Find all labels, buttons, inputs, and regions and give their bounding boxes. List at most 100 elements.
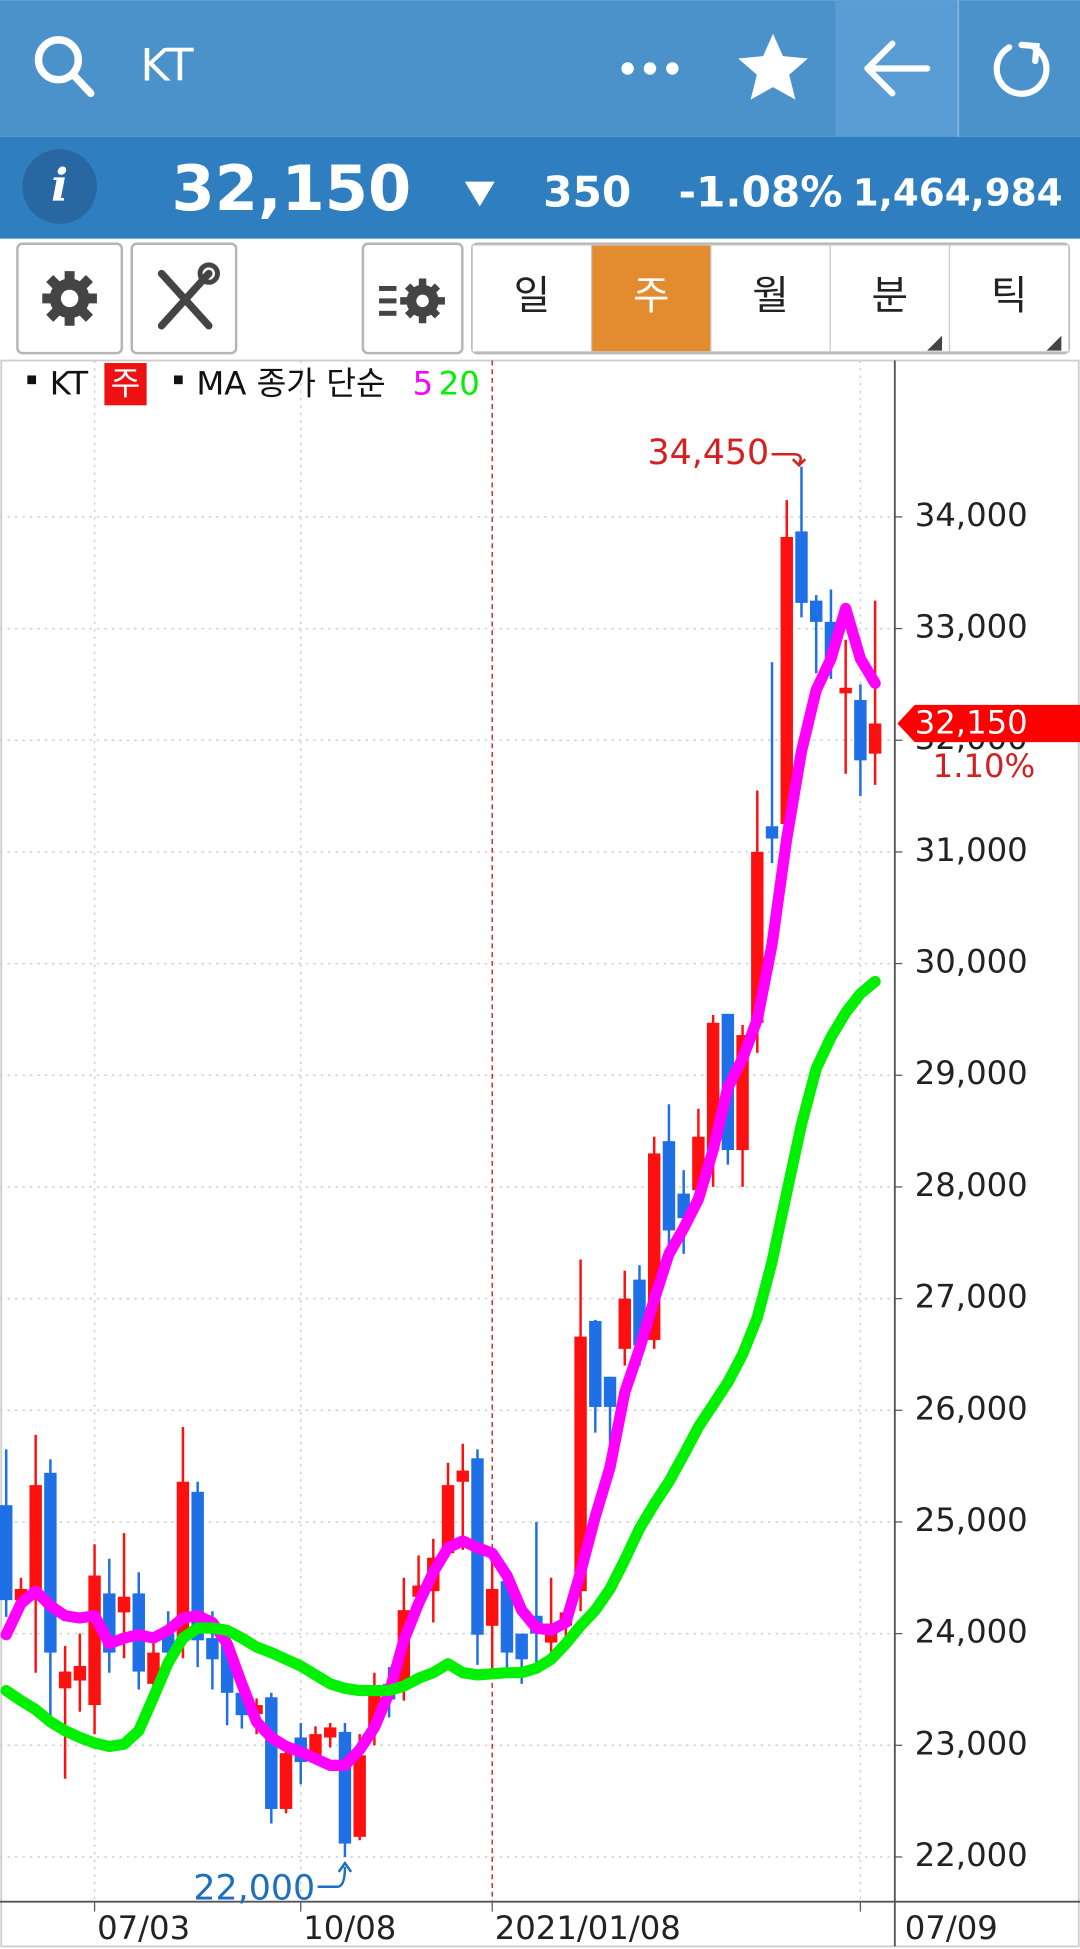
candle-body <box>441 1485 455 1554</box>
ma-line <box>0 602 881 1771</box>
change-pct: -1.08% <box>678 168 842 217</box>
x-tick-label: 10/08 <box>303 1909 396 1947</box>
y-tick-label: 22,000 <box>915 1836 1028 1874</box>
candle-body <box>44 1472 57 1653</box>
legend-bullet <box>27 375 37 385</box>
tab[interactable] <box>471 244 593 353</box>
refresh-icon[interactable] <box>993 41 1050 97</box>
legend-series: 20 <box>439 364 480 402</box>
y-tick-label: 30,000 <box>915 943 1028 981</box>
candle-body <box>191 1491 204 1641</box>
y-tick-label: 31,000 <box>915 831 1028 869</box>
candle-body <box>500 1581 514 1653</box>
y-tick-label: 27,000 <box>915 1278 1028 1316</box>
tab[interactable] <box>710 244 831 353</box>
legend-series: 5 <box>413 364 434 402</box>
candle-body <box>795 531 808 603</box>
plot: 22,000 23,000 24,000 25,000 26,000 27,000 28,0… <box>0 360 1080 1947</box>
tab-corner <box>1046 335 1062 351</box>
candle-body <box>486 1588 499 1626</box>
candle-body <box>265 1697 278 1809</box>
tools-icon <box>157 262 220 330</box>
candle-body <box>279 1753 293 1809</box>
down-arrow <box>464 181 495 207</box>
tab-label: 틱 <box>991 273 1028 319</box>
candle-body <box>176 1481 190 1639</box>
y-tick-label: 33,000 <box>915 608 1028 646</box>
back-icon[interactable] <box>864 40 931 97</box>
y-tick-label: 26,000 <box>915 1389 1028 1427</box>
legend-period: 주 <box>111 364 141 402</box>
candle-body <box>854 700 867 761</box>
y-tick-label: 28,000 <box>915 1166 1028 1204</box>
candle-body <box>662 1141 676 1231</box>
x-tick-label: 07/03 <box>97 1909 190 1947</box>
candle-body <box>73 1666 87 1681</box>
y-tick-label: 29,000 <box>915 1054 1028 1092</box>
low-arrow <box>317 1861 353 1889</box>
candle-body <box>88 1575 101 1706</box>
ma-line <box>0 975 881 1753</box>
change: 350 <box>543 168 631 217</box>
candle-body <box>810 600 823 622</box>
tab-label: 분 <box>872 273 909 319</box>
candle-body <box>589 1320 602 1407</box>
info-icon: i <box>51 159 68 212</box>
candle-body <box>0 1505 13 1601</box>
x-tick-label: 2021/01/08 <box>495 1909 681 1947</box>
legend-ma: MA 종가 단순 <box>196 364 385 402</box>
high-label: 34,450 <box>647 433 769 473</box>
x-tick-label: 07/09 <box>905 1909 998 1947</box>
y-tick-label: 23,000 <box>915 1724 1028 1762</box>
candle-body <box>456 1470 469 1482</box>
candle-body <box>618 1298 631 1349</box>
candle-body <box>206 1638 219 1660</box>
legend-bullet <box>173 375 183 385</box>
tab[interactable] <box>829 244 951 353</box>
y-tick-label: 24,000 <box>915 1613 1028 1651</box>
candle-body <box>117 1596 131 1613</box>
tab-corner <box>927 335 943 351</box>
candle-body <box>603 1376 617 1407</box>
chart-frame <box>0 359 1080 1948</box>
candle-body <box>14 1588 28 1601</box>
candle-body <box>29 1485 42 1592</box>
candle-body <box>765 826 779 839</box>
quote-bar <box>0 136 1080 239</box>
stock-name: KT <box>140 38 194 91</box>
legend-period-bg <box>104 363 147 406</box>
tab-label: 일 <box>514 273 551 319</box>
indicator-icon <box>379 278 445 324</box>
last-price-label: 32,150 <box>915 704 1028 742</box>
candle-body <box>515 1633 528 1660</box>
candle-body <box>780 536 793 824</box>
candle-body <box>309 1734 322 1756</box>
candle-body <box>868 723 882 754</box>
gear-icon <box>42 271 97 326</box>
price: 32,150 <box>172 152 412 225</box>
more-icon[interactable] <box>621 62 679 75</box>
y-tick-label: 34,000 <box>915 496 1028 534</box>
search-icon[interactable] <box>34 36 95 98</box>
candle-body <box>324 1727 337 1738</box>
y-tick-label: 25,000 <box>915 1501 1028 1539</box>
info-button[interactable] <box>22 149 97 224</box>
candle-body <box>58 1671 72 1689</box>
volume: 1,464,984 <box>853 171 1063 215</box>
candle-body <box>353 1755 366 1837</box>
tab[interactable] <box>948 244 1070 353</box>
tab-label: 주 <box>633 273 670 319</box>
tab-label: 월 <box>752 273 789 319</box>
candle-body <box>338 1731 352 1844</box>
last-price-marker <box>897 704 1080 743</box>
high-arrow <box>771 452 807 468</box>
legend-symbol: KT <box>50 364 89 402</box>
last-change-label: 1.10% <box>933 747 1036 785</box>
candle-body <box>574 1336 587 1592</box>
candle-body <box>839 687 852 694</box>
low-label: 22,000 <box>193 1868 315 1908</box>
favorite-icon[interactable] <box>738 33 808 100</box>
